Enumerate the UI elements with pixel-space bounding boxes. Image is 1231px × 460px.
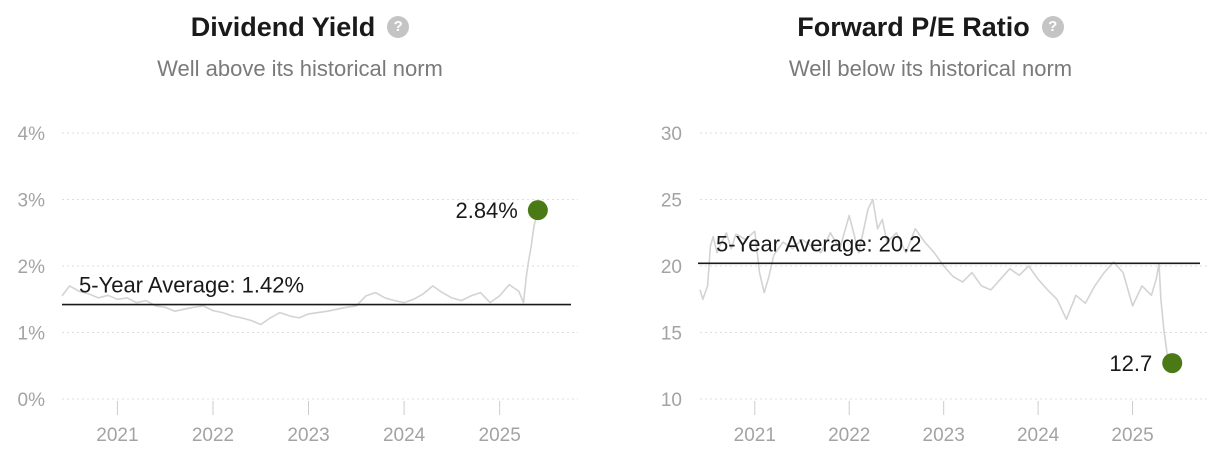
x-tick-label: 2022	[828, 425, 870, 446]
title-row: Dividend Yield ?	[0, 8, 600, 46]
current-value-label: 2.84%	[455, 198, 517, 223]
forward-pe-series-line	[699, 198, 1173, 364]
grid-lines	[700, 132, 1210, 400]
x-tick-label: 2022	[192, 425, 234, 446]
y-tick-label: 1%	[18, 324, 46, 345]
y-tick-label: 4%	[18, 124, 46, 145]
current-value-label: 12.7	[1109, 351, 1152, 376]
chart-title: Forward P/E Ratio	[797, 11, 1030, 42]
forward-pe-header: Forward P/E Ratio ? Well below its histo…	[630, 0, 1231, 82]
x-tick-label: 2024	[1017, 425, 1060, 446]
x-tick-label: 2021	[734, 425, 776, 446]
dividend-yield-chart: 0% 1% 2% 3% 4% 2021 2022 2023 2024 2025 5-Year A…	[18, 124, 578, 446]
current-value-marker[interactable]	[527, 200, 548, 221]
chart-subtitle: Well above its historical norm	[157, 56, 443, 81]
title-row: Forward P/E Ratio ?	[630, 8, 1231, 46]
help-circle-icon[interactable]: ?	[387, 16, 410, 38]
y-tick-label: 25	[661, 191, 682, 212]
current-value-marker[interactable]	[1162, 353, 1183, 374]
y-tick-label: 30	[661, 124, 682, 145]
y-tick-label: 20	[661, 257, 682, 278]
y-tick-label: 2%	[18, 257, 46, 278]
x-axis-ticks: 2021 2022 2023 2024 2025	[734, 401, 1154, 446]
y-tick-label: 10	[661, 390, 682, 411]
x-tick-label: 2023	[287, 425, 329, 446]
x-tick-label: 2023	[923, 425, 965, 446]
y-tick-label: 0%	[18, 390, 46, 411]
dividend-yield-panel: 0% 1% 2% 3% 4% 2021 2022 2023 2024 2025 5-Year A…	[0, 0, 600, 460]
y-axis-ticks: 10 15 20 25 30	[661, 124, 682, 411]
x-axis-ticks: 2021 2022 2023 2024 2025	[96, 401, 521, 446]
x-tick-label: 2025	[1111, 425, 1153, 446]
chart-subtitle: Well below its historical norm	[788, 56, 1073, 81]
x-tick-label: 2021	[96, 425, 138, 446]
five-year-average-label: 5-Year Average: 1.42%	[79, 273, 304, 298]
dividend-yield-header: Dividend Yield ? Well above its historic…	[0, 0, 600, 82]
y-tick-label: 15	[661, 324, 682, 345]
five-year-average-label: 5-Year Average: 20.2	[716, 231, 922, 256]
forward-pe-panel: 10 15 20 25 30 2021 2022 2023 2024 2025 5-Year A…	[630, 0, 1231, 460]
y-tick-label: 3%	[18, 191, 46, 212]
chart-title: Dividend Yield	[190, 11, 376, 42]
x-tick-label: 2025	[479, 425, 521, 446]
y-axis-ticks: 0% 1% 2% 3% 4%	[18, 124, 46, 411]
dividend-yield-series-line	[61, 209, 539, 326]
x-tick-label: 2024	[383, 425, 426, 446]
help-circle-icon[interactable]: ?	[1041, 16, 1064, 38]
grid-lines	[62, 132, 578, 400]
